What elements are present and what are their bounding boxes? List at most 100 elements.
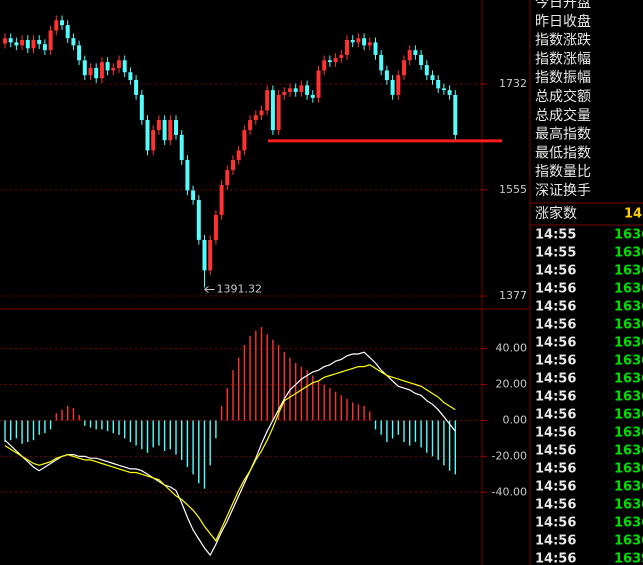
candle-body — [71, 38, 76, 46]
candle-body — [25, 39, 30, 49]
candle-body — [213, 214, 218, 240]
tick-time: 14:56 — [535, 336, 576, 351]
candle-body — [156, 119, 161, 131]
tick-value: 1636 — [614, 408, 643, 423]
tick-value: 1636 — [614, 480, 643, 495]
tick-value: 1636 — [614, 336, 643, 351]
candle-body — [3, 38, 7, 44]
tick-time: 14:56 — [535, 480, 576, 495]
candle-body — [453, 94, 458, 135]
tick-time: 14:56 — [535, 426, 576, 441]
candle-body — [419, 54, 424, 66]
candle-body — [265, 90, 270, 111]
candle-body — [436, 79, 441, 89]
y-tick-label: 1732 — [499, 77, 527, 90]
candle-body — [276, 94, 281, 131]
candle-body — [373, 42, 378, 55]
tick-time: 14:56 — [535, 264, 576, 279]
candle-body — [430, 75, 435, 80]
candle-body — [270, 90, 275, 131]
candle-body — [333, 57, 338, 63]
macd-line — [4, 351, 456, 557]
candle-body — [202, 239, 207, 271]
candle-body — [14, 42, 19, 46]
tick-time: 14:56 — [535, 444, 576, 459]
tick-time: 14:56 — [535, 534, 576, 549]
tick-time: 14:56 — [535, 372, 576, 387]
quote-label: 今日开盘 — [535, 0, 591, 11]
breadth-label: 涨家数 — [535, 205, 577, 222]
candle-body — [31, 39, 36, 49]
candle-body — [37, 39, 42, 45]
candle-body — [441, 88, 446, 91]
tick-time: 14:56 — [535, 282, 576, 297]
quote-label: 指数量比 — [535, 164, 591, 180]
candle-body — [225, 170, 230, 186]
candle-body — [8, 38, 13, 43]
tick-value: 1636 — [614, 390, 643, 405]
quote-label: 昨日收盘 — [535, 13, 591, 30]
candle-body — [327, 60, 332, 63]
candle-body — [168, 119, 173, 141]
candle-body — [236, 150, 241, 160]
y-tick-label: 0.00 — [503, 413, 528, 426]
tick-time: 14:56 — [535, 408, 576, 423]
candle-body — [20, 39, 25, 46]
macd-line — [4, 364, 456, 542]
y-tick-label: -20.00 — [492, 449, 527, 462]
annotation-arrowhead — [204, 286, 209, 293]
candle-body — [128, 72, 133, 80]
candle-body — [396, 75, 401, 95]
candle-body — [99, 62, 104, 79]
quote-label: 指数振幅 — [535, 70, 591, 86]
candle-body — [316, 70, 321, 98]
candle-body — [288, 88, 292, 92]
tick-value: 1636 — [614, 282, 643, 297]
candle-body — [282, 91, 287, 95]
tick-time: 14:56 — [535, 354, 576, 369]
candle-body — [390, 79, 395, 95]
tick-value: 1636 — [614, 354, 643, 369]
tick-time: 14:56 — [535, 390, 576, 405]
tick-value: 1636 — [614, 228, 643, 243]
candle-body — [379, 54, 384, 71]
candle-body — [174, 119, 178, 135]
candle-body — [139, 94, 144, 120]
candle-body — [413, 50, 418, 55]
candle-body — [191, 190, 196, 200]
tick-value: 1636 — [614, 516, 643, 531]
tick-time: 14:55 — [535, 228, 576, 243]
candle-body — [208, 239, 213, 271]
candle-body — [310, 94, 315, 98]
candle-body — [345, 39, 349, 55]
y-tick-label: 1555 — [499, 183, 527, 196]
tick-time: 14:56 — [535, 300, 576, 315]
breadth-value: 142 — [624, 207, 643, 222]
tick-value: 1636 — [614, 318, 643, 333]
candle-body — [242, 130, 247, 151]
candle-body — [402, 60, 406, 76]
tick-time: 14:56 — [535, 318, 576, 333]
quote-label: 指数涨跌 — [535, 33, 591, 49]
candle-body — [350, 39, 355, 43]
candle-body — [293, 88, 298, 92]
quote-label: 深证换手 — [535, 182, 591, 199]
quote-label: 指数涨幅 — [535, 51, 591, 67]
candle-body — [356, 38, 361, 43]
y-tick-label: 1377 — [499, 289, 527, 302]
candle-body — [322, 60, 327, 71]
candle-body — [259, 110, 264, 116]
candle-body — [111, 68, 116, 71]
tick-value: 1636 — [614, 444, 643, 459]
candle-body — [248, 119, 253, 131]
candle-body — [94, 68, 99, 79]
tick-value: 1636 — [614, 264, 643, 279]
candle-body — [88, 68, 93, 76]
candle-body — [367, 42, 372, 46]
tick-time: 14:56 — [535, 552, 576, 565]
candle-body — [54, 20, 59, 31]
candle-body — [407, 50, 412, 61]
candle-body — [219, 185, 224, 215]
candle-body — [362, 38, 367, 46]
tick-time: 14:56 — [535, 498, 576, 513]
